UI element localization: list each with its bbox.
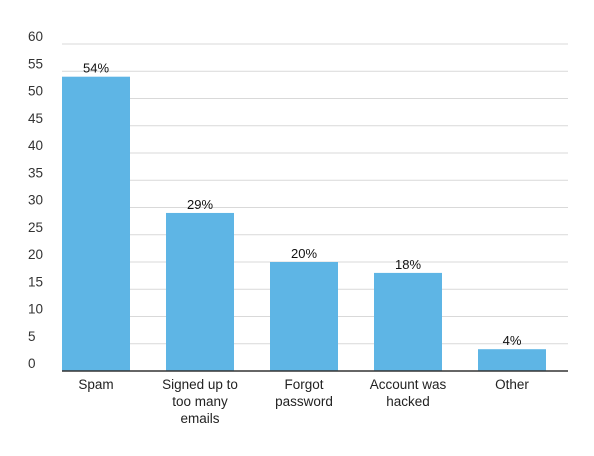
y-tick-label: 15	[28, 274, 43, 289]
bar	[62, 76, 130, 371]
data-label: 4%	[503, 333, 522, 348]
data-label: 29%	[187, 197, 213, 212]
data-label: 54%	[83, 61, 109, 76]
bar	[478, 349, 546, 371]
y-tick-label: 35	[28, 165, 43, 180]
x-tick-label: emails	[180, 411, 219, 426]
y-tick-label: 50	[28, 84, 43, 99]
bar	[166, 212, 234, 371]
y-tick-label: 45	[28, 111, 43, 126]
y-tick-label: 55	[28, 56, 43, 71]
x-tick-label: password	[275, 394, 333, 409]
x-tick-label: Spam	[78, 377, 113, 392]
y-tick-label: 25	[28, 220, 43, 235]
bar	[374, 272, 442, 371]
x-tick-label: hacked	[386, 394, 430, 409]
y-tick-label: 10	[28, 302, 43, 317]
y-tick-label: 20	[28, 247, 43, 262]
x-tick-label: Account was	[370, 377, 447, 392]
y-tick-label: 30	[28, 193, 43, 208]
x-tick-label: Other	[495, 377, 529, 392]
x-tick-label: Forgot	[284, 377, 323, 392]
data-label: 18%	[395, 257, 421, 272]
bar	[270, 262, 338, 371]
y-tick-label: 0	[28, 356, 36, 371]
x-tick-label: too many	[172, 394, 228, 409]
y-tick-label: 40	[28, 138, 43, 153]
y-tick-label: 5	[28, 329, 36, 344]
data-label: 20%	[291, 246, 317, 261]
x-tick-label: Signed up to	[162, 377, 238, 392]
y-tick-label: 60	[28, 29, 43, 44]
